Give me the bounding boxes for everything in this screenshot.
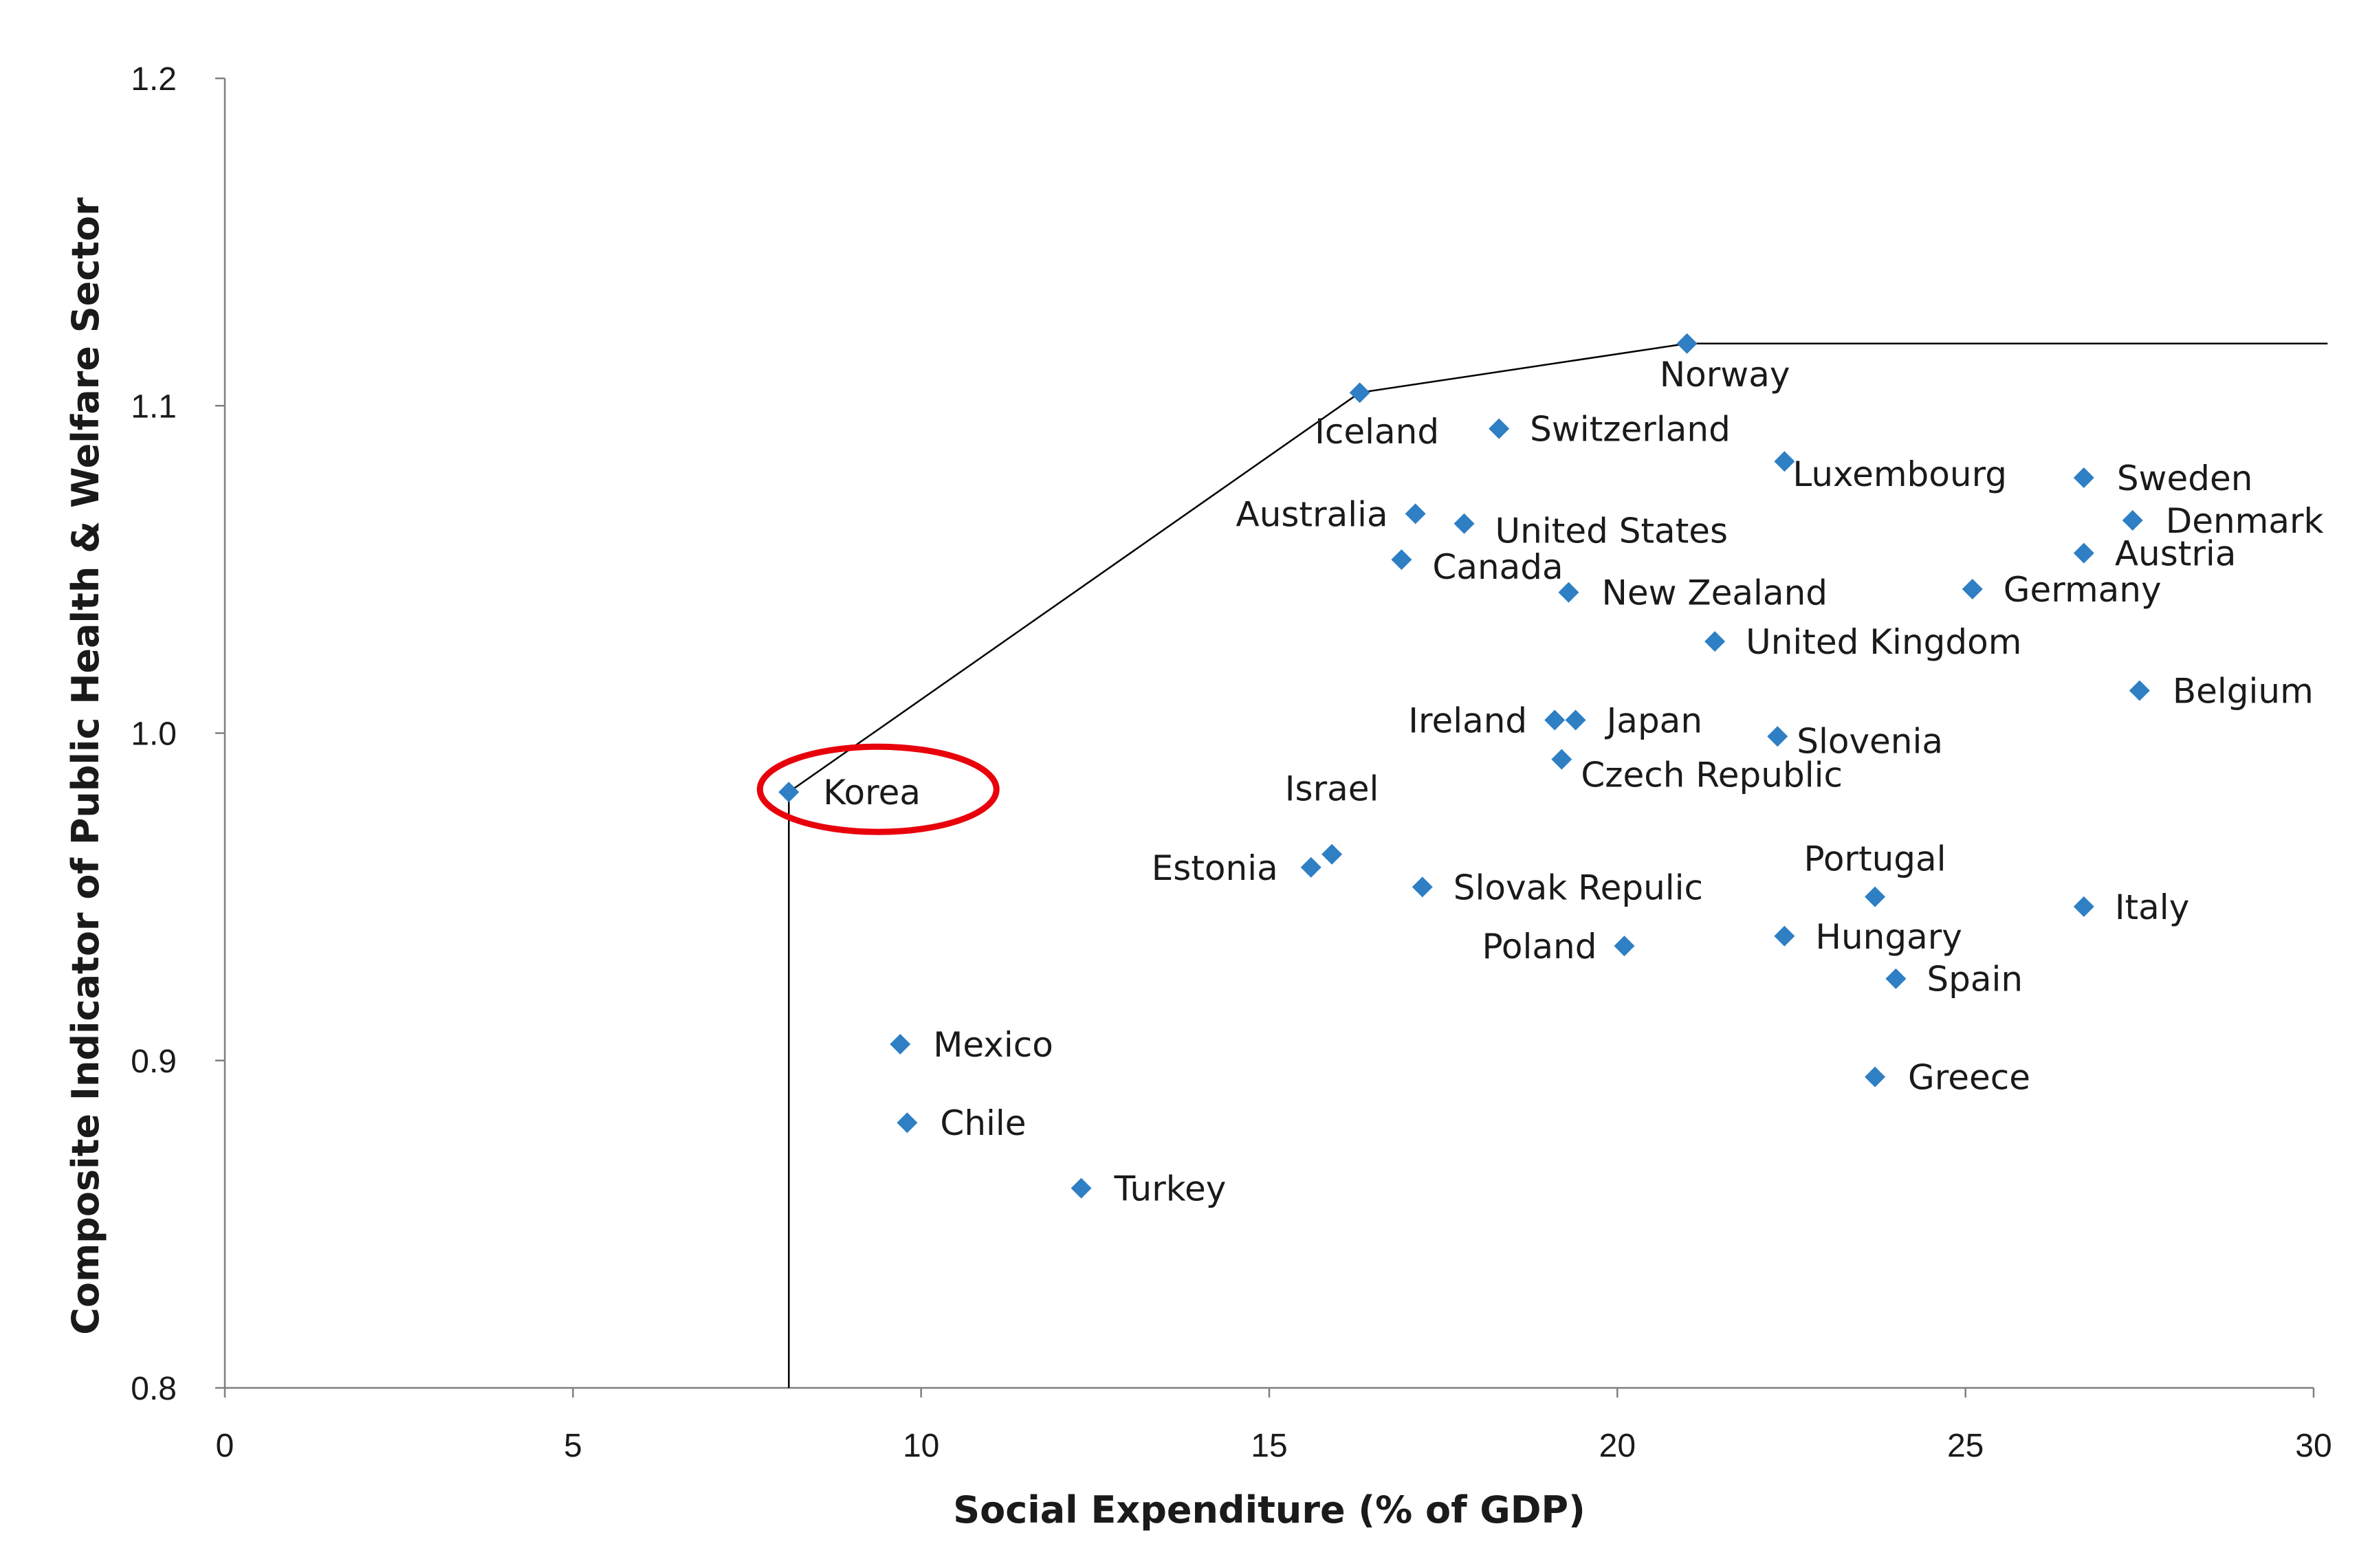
points-layer [778, 333, 2150, 1199]
point-slovenia [1767, 726, 1788, 747]
point-estonia [1300, 857, 1321, 878]
point-label-japan: Japan [1605, 700, 1702, 740]
point-denmark [2122, 509, 2143, 531]
x-axis-title: Social Expenditure (% of GDP) [953, 1488, 1586, 1532]
point-slovak-repulic [1412, 876, 1433, 898]
y-tick-label: 0.8 [131, 1371, 177, 1407]
y-tick-label: 1.0 [131, 716, 177, 753]
y-tick-label: 1.1 [131, 388, 177, 425]
point-united-states [1453, 513, 1475, 534]
point-czech-republic [1551, 749, 1572, 770]
point-greece [1865, 1066, 1886, 1087]
point-hungary [1774, 925, 1795, 947]
point-label-sweden: Sweden [2117, 459, 2253, 498]
point-label-switzerland: Switzerland [1530, 410, 1731, 450]
x-tick-label: 10 [903, 1428, 939, 1464]
point-mexico [890, 1033, 911, 1054]
frontier-line [788, 342, 2328, 1388]
x-tick-label: 30 [2295, 1428, 2331, 1464]
point-italy [2073, 896, 2094, 917]
point-australia [1405, 503, 1426, 524]
x-tick-label: 0 [216, 1428, 234, 1464]
point-label-iceland: Iceland [1315, 412, 1439, 452]
point-label-australia: Australia [1236, 494, 1387, 534]
point-austria [2073, 542, 2094, 564]
point-label-italy: Italy [2115, 887, 2189, 927]
point-korea [778, 782, 800, 803]
y-tick-label: 0.9 [131, 1044, 177, 1080]
point-label-austria: Austria [2115, 534, 2237, 574]
point-label-estonia: Estonia [1152, 848, 1278, 888]
point-norway [1676, 333, 1698, 354]
point-label-slovak-repulic: Slovak Repulic [1453, 868, 1703, 907]
point-label-norway: Norway [1660, 355, 1790, 395]
point-label-luxembourg: Luxembourg [1792, 454, 2007, 494]
point-label-canada: Canada [1432, 547, 1563, 587]
point-turkey [1071, 1178, 1092, 1199]
point-belgium [2129, 680, 2150, 701]
point-sweden [2073, 467, 2094, 489]
point-label-united-states: United States [1495, 511, 1729, 551]
point-label-korea: Korea [823, 773, 921, 813]
point-chile [897, 1112, 918, 1134]
point-label-denmark: Denmark [2166, 501, 2324, 541]
point-canada [1391, 549, 1412, 571]
point-label-germany: Germany [2004, 570, 2162, 610]
point-portugal [1865, 886, 1886, 907]
point-israel [1321, 843, 1343, 865]
y-axis-title: Composite Indicator of Public Health & W… [64, 197, 107, 1335]
x-tick-label: 5 [564, 1428, 582, 1464]
point-label-hungary: Hungary [1815, 917, 1962, 957]
axes: 0 5 10 15 20 25 30 0.8 0.9 1.0 1.1 1.2 [131, 61, 2331, 1464]
point-ireland [1544, 709, 1566, 731]
point-label-greece: Greece [1908, 1058, 2030, 1098]
point-japan [1565, 709, 1586, 731]
point-switzerland [1489, 418, 1510, 439]
y-tick-label: 1.2 [131, 61, 177, 98]
point-label-israel: Israel [1285, 769, 1379, 809]
point-label-czech-republic: Czech Republic [1581, 755, 1843, 795]
point-spain [1885, 968, 1907, 989]
point-iceland [1349, 382, 1370, 404]
highlight-ellipse [756, 743, 1000, 835]
point-label-belgium: Belgium [2173, 672, 2314, 711]
x-tick-label: 15 [1251, 1428, 1287, 1464]
point-label-ireland: Ireland [1408, 700, 1527, 740]
point-label-spain: Spain [1927, 960, 2023, 1000]
point-poland [1614, 936, 1635, 957]
point-label-new-zealand: New Zealand [1601, 573, 1828, 613]
point-label-turkey: Turkey [1114, 1169, 1227, 1208]
x-tick-label: 25 [1947, 1428, 1984, 1464]
frontier-layer [788, 342, 2328, 1388]
point-germany [1962, 578, 1983, 599]
point-label-portugal: Portugal [1803, 839, 1946, 879]
point-label-slovenia: Slovenia [1797, 721, 1943, 761]
point-label-united-kingdom: United Kingdom [1746, 622, 2021, 662]
point-luxembourg [1774, 451, 1795, 472]
point-label-mexico: Mexico [933, 1025, 1053, 1065]
point-united-kingdom [1704, 631, 1726, 652]
point-label-chile: Chile [940, 1103, 1026, 1143]
x-tick-label: 20 [1599, 1428, 1636, 1464]
point-label-poland: Poland [1482, 927, 1597, 967]
point-new-zealand [1558, 582, 1579, 603]
